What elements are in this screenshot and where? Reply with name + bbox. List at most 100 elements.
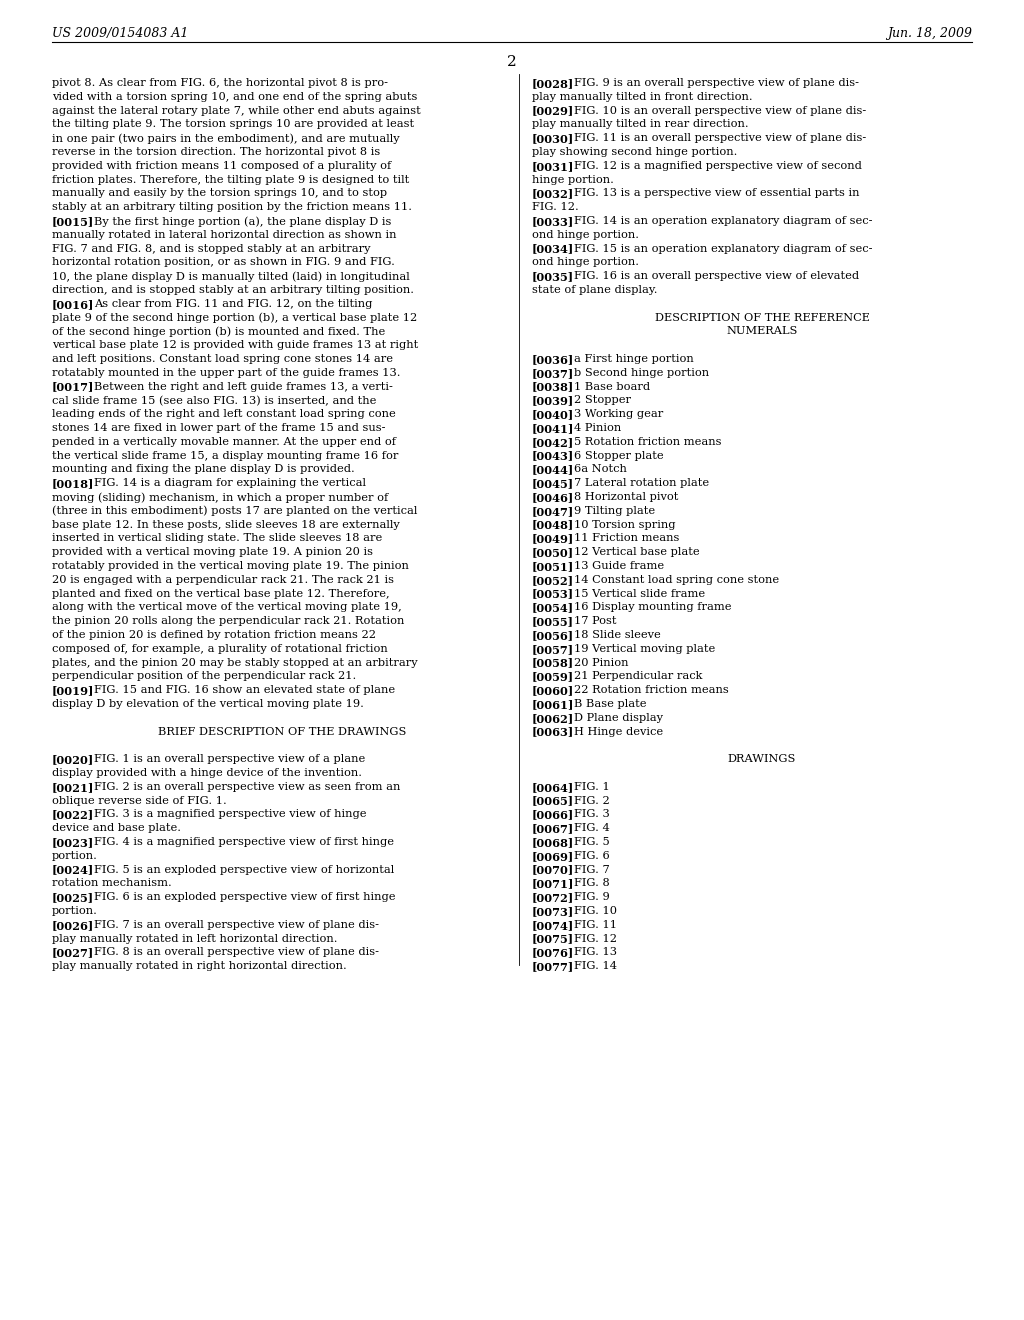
Text: [0072]: [0072]: [532, 892, 574, 903]
Text: a First hinge portion: a First hinge portion: [574, 354, 693, 364]
Text: FIG. 7 is an overall perspective view of plane dis-: FIG. 7 is an overall perspective view of…: [94, 920, 379, 929]
Text: FIG. 3 is a magnified perspective view of hinge: FIG. 3 is a magnified perspective view o…: [94, 809, 367, 820]
Text: perpendicular position of the perpendicular rack 21.: perpendicular position of the perpendicu…: [52, 672, 356, 681]
Text: [0048]: [0048]: [532, 520, 574, 531]
Text: [0073]: [0073]: [532, 906, 574, 917]
Text: FIG. 4 is a magnified perspective view of first hinge: FIG. 4 is a magnified perspective view o…: [94, 837, 394, 847]
Text: FIG. 13: FIG. 13: [574, 948, 617, 957]
Text: FIG. 14 is an operation explanatory diagram of sec-: FIG. 14 is an operation explanatory diag…: [574, 216, 872, 226]
Text: [0030]: [0030]: [532, 133, 574, 144]
Text: [0065]: [0065]: [532, 796, 574, 807]
Text: [0059]: [0059]: [532, 672, 574, 682]
Text: Jun. 18, 2009: Jun. 18, 2009: [887, 26, 972, 40]
Text: 22 Rotation friction means: 22 Rotation friction means: [574, 685, 729, 696]
Text: pivot 8. As clear from FIG. 6, the horizontal pivot 8 is pro-: pivot 8. As clear from FIG. 6, the horiz…: [52, 78, 388, 88]
Text: FIG. 3: FIG. 3: [574, 809, 609, 820]
Text: 3 Working gear: 3 Working gear: [574, 409, 664, 420]
Text: [0052]: [0052]: [532, 574, 574, 586]
Text: [0031]: [0031]: [532, 161, 574, 172]
Text: 12 Vertical base plate: 12 Vertical base plate: [574, 548, 699, 557]
Text: [0039]: [0039]: [532, 396, 574, 407]
Text: state of plane display.: state of plane display.: [532, 285, 657, 294]
Text: [0077]: [0077]: [532, 961, 574, 973]
Text: 1 Base board: 1 Base board: [574, 381, 650, 392]
Text: play manually rotated in left horizontal direction.: play manually rotated in left horizontal…: [52, 933, 338, 944]
Text: [0042]: [0042]: [532, 437, 574, 447]
Text: H Hinge device: H Hinge device: [574, 726, 664, 737]
Text: plates, and the pinion 20 may be stably stopped at an arbitrary: plates, and the pinion 20 may be stably …: [52, 657, 418, 668]
Text: FIG. 7 and FIG. 8, and is stopped stably at an arbitrary: FIG. 7 and FIG. 8, and is stopped stably…: [52, 244, 371, 253]
Text: provided with a vertical moving plate 19. A pinion 20 is: provided with a vertical moving plate 19…: [52, 548, 373, 557]
Text: [0076]: [0076]: [532, 948, 574, 958]
Text: ond hinge portion.: ond hinge portion.: [532, 257, 639, 268]
Text: [0015]: [0015]: [52, 216, 94, 227]
Text: [0021]: [0021]: [52, 781, 94, 793]
Text: FIG. 2: FIG. 2: [574, 796, 609, 805]
Text: the vertical slide frame 15, a display mounting frame 16 for: the vertical slide frame 15, a display m…: [52, 450, 398, 461]
Text: [0074]: [0074]: [532, 920, 574, 931]
Text: rotatably mounted in the upper part of the guide frames 13.: rotatably mounted in the upper part of t…: [52, 368, 400, 378]
Text: [0022]: [0022]: [52, 809, 94, 821]
Text: [0038]: [0038]: [532, 381, 574, 392]
Text: [0023]: [0023]: [52, 837, 94, 847]
Text: BRIEF DESCRIPTION OF THE DRAWINGS: BRIEF DESCRIPTION OF THE DRAWINGS: [158, 726, 407, 737]
Text: play manually tilted in front direction.: play manually tilted in front direction.: [532, 92, 753, 102]
Text: 13 Guide frame: 13 Guide frame: [574, 561, 665, 572]
Text: the tilting plate 9. The torsion springs 10 are provided at least: the tilting plate 9. The torsion springs…: [52, 119, 414, 129]
Text: portion.: portion.: [52, 851, 98, 861]
Text: plate 9 of the second hinge portion (b), a vertical base plate 12: plate 9 of the second hinge portion (b),…: [52, 313, 417, 323]
Text: stably at an arbitrary tilting position by the friction means 11.: stably at an arbitrary tilting position …: [52, 202, 412, 213]
Text: 14 Constant load spring cone stone: 14 Constant load spring cone stone: [574, 574, 779, 585]
Text: FIG. 4: FIG. 4: [574, 824, 609, 833]
Text: [0027]: [0027]: [52, 948, 94, 958]
Text: [0018]: [0018]: [52, 478, 94, 490]
Text: [0055]: [0055]: [532, 616, 574, 627]
Text: [0017]: [0017]: [52, 381, 94, 392]
Text: 6 Stopper plate: 6 Stopper plate: [574, 450, 664, 461]
Text: [0053]: [0053]: [532, 589, 574, 599]
Text: FIG. 12 is a magnified perspective view of second: FIG. 12 is a magnified perspective view …: [574, 161, 862, 170]
Text: FIG. 10 is an overall perspective view of plane dis-: FIG. 10 is an overall perspective view o…: [574, 106, 866, 116]
Text: along with the vertical move of the vertical moving plate 19,: along with the vertical move of the vert…: [52, 602, 401, 612]
Text: [0054]: [0054]: [532, 602, 574, 614]
Text: 18 Slide sleeve: 18 Slide sleeve: [574, 630, 660, 640]
Text: hinge portion.: hinge portion.: [532, 174, 613, 185]
Text: mounting and fixing the plane display D is provided.: mounting and fixing the plane display D …: [52, 465, 354, 474]
Text: [0062]: [0062]: [532, 713, 574, 723]
Text: against the lateral rotary plate 7, while other end abuts against: against the lateral rotary plate 7, whil…: [52, 106, 421, 116]
Text: [0075]: [0075]: [532, 933, 574, 945]
Text: [0045]: [0045]: [532, 478, 574, 490]
Text: ond hinge portion.: ond hinge portion.: [532, 230, 639, 240]
Text: reverse in the torsion direction. The horizontal pivot 8 is: reverse in the torsion direction. The ho…: [52, 147, 380, 157]
Text: portion.: portion.: [52, 906, 98, 916]
Text: [0024]: [0024]: [52, 865, 94, 875]
Text: of the pinion 20 is defined by rotation friction means 22: of the pinion 20 is defined by rotation …: [52, 630, 376, 640]
Text: the pinion 20 rolls along the perpendicular rack 21. Rotation: the pinion 20 rolls along the perpendicu…: [52, 616, 404, 626]
Text: [0033]: [0033]: [532, 216, 574, 227]
Text: composed of, for example, a plurality of rotational friction: composed of, for example, a plurality of…: [52, 644, 388, 653]
Text: [0019]: [0019]: [52, 685, 94, 696]
Text: manually and easily by the torsion springs 10, and to stop: manually and easily by the torsion sprin…: [52, 189, 387, 198]
Text: inserted in vertical sliding state. The slide sleeves 18 are: inserted in vertical sliding state. The …: [52, 533, 382, 544]
Text: [0057]: [0057]: [532, 644, 574, 655]
Text: 20 Pinion: 20 Pinion: [574, 657, 629, 668]
Text: play manually rotated in right horizontal direction.: play manually rotated in right horizonta…: [52, 961, 347, 972]
Text: D Plane display: D Plane display: [574, 713, 663, 723]
Text: [0041]: [0041]: [532, 422, 574, 434]
Text: [0046]: [0046]: [532, 492, 574, 503]
Text: 4 Pinion: 4 Pinion: [574, 422, 622, 433]
Text: [0064]: [0064]: [532, 781, 574, 793]
Text: 5 Rotation friction means: 5 Rotation friction means: [574, 437, 722, 446]
Text: 20 is engaged with a perpendicular rack 21. The rack 21 is: 20 is engaged with a perpendicular rack …: [52, 574, 394, 585]
Text: rotatably provided in the vertical moving plate 19. The pinion: rotatably provided in the vertical movin…: [52, 561, 409, 572]
Text: horizontal rotation position, or as shown in FIG. 9 and FIG.: horizontal rotation position, or as show…: [52, 257, 395, 268]
Text: [0071]: [0071]: [532, 878, 574, 890]
Text: of the second hinge portion (b) is mounted and fixed. The: of the second hinge portion (b) is mount…: [52, 326, 385, 337]
Text: [0061]: [0061]: [532, 700, 574, 710]
Text: [0050]: [0050]: [532, 548, 574, 558]
Text: [0066]: [0066]: [532, 809, 574, 821]
Text: FIG. 9 is an overall perspective view of plane dis-: FIG. 9 is an overall perspective view of…: [574, 78, 859, 88]
Text: FIG. 14: FIG. 14: [574, 961, 617, 972]
Text: FIG. 8 is an overall perspective view of plane dis-: FIG. 8 is an overall perspective view of…: [94, 948, 379, 957]
Text: DESCRIPTION OF THE REFERENCE: DESCRIPTION OF THE REFERENCE: [654, 313, 869, 322]
